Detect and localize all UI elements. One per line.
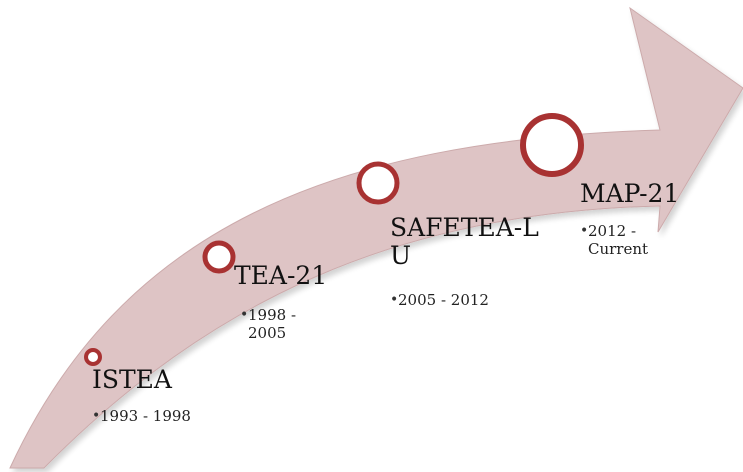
milestone-title-istea: ISTEA <box>92 365 172 394</box>
milestone-marker-tea-21 <box>202 240 236 274</box>
milestone-period-tea-21: 1998 - 2005 <box>240 306 318 342</box>
milestone-marker-map-21 <box>520 113 584 177</box>
curved-arrow-shape <box>9 6 743 469</box>
milestone-period-istea: 1993 - 1998 <box>92 407 191 425</box>
milestone-period-map-21: 2012 - Current <box>580 222 668 258</box>
milestone-marker-istea <box>84 348 102 366</box>
milestone-title-tea-21: TEA-21 <box>234 261 328 290</box>
milestone-title-safetea-lu: SAFETEA-LU <box>390 213 539 270</box>
milestone-title-map-21: MAP-21 <box>580 179 680 208</box>
milestone-period-safetea-lu: 2005 - 2012 <box>390 291 489 309</box>
milestone-marker-safetea-lu <box>356 161 400 205</box>
